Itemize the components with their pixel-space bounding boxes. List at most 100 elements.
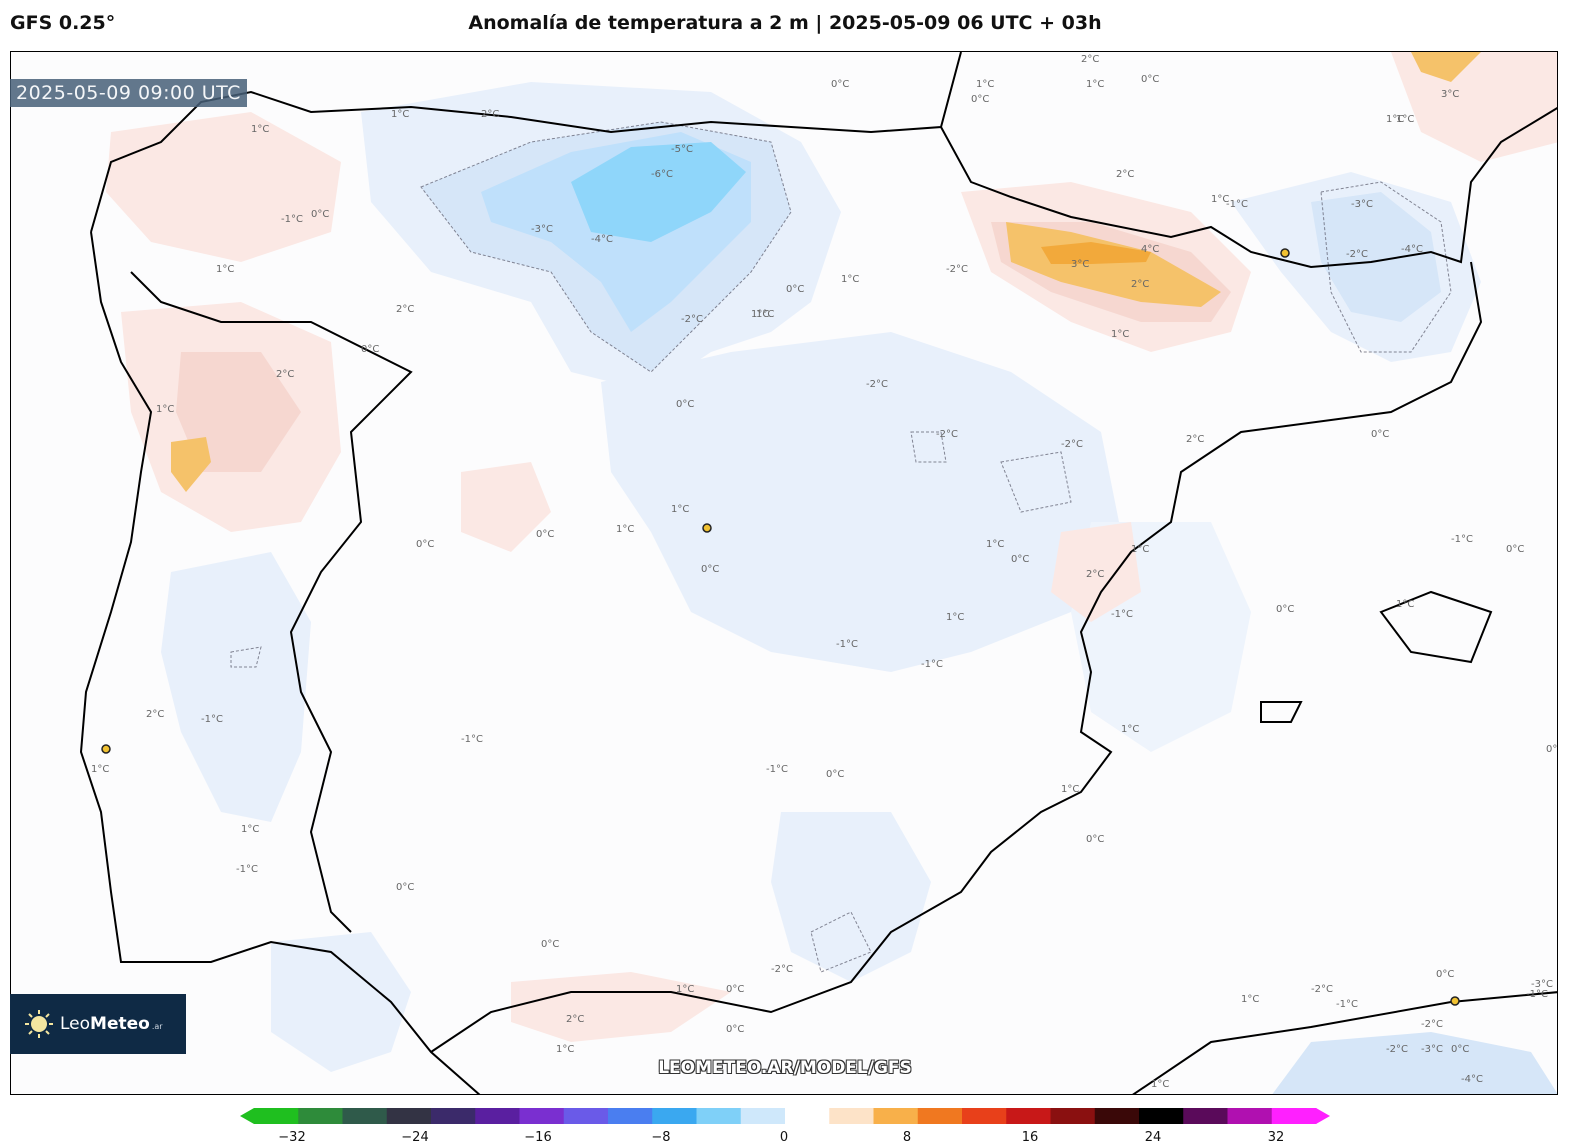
contour-label: -1°C bbox=[1451, 534, 1473, 545]
warm-area-andalucia bbox=[511, 972, 731, 1042]
contour-label: 1°C bbox=[1111, 329, 1129, 340]
contour-label: 2°C bbox=[1086, 569, 1104, 580]
colorbar-cell bbox=[1139, 1108, 1184, 1124]
colorbar-cell bbox=[873, 1108, 919, 1124]
contour-label: 0°C bbox=[1436, 969, 1454, 980]
contour-label: 1°C bbox=[756, 309, 774, 320]
colorbar-tick-label: 24 bbox=[1144, 1130, 1162, 1145]
contour-label: 1°C bbox=[946, 612, 964, 623]
contour-label: -1°C bbox=[1526, 989, 1548, 1000]
contour-label: -4°C bbox=[591, 234, 613, 245]
contour-label: 0°C bbox=[536, 529, 554, 540]
contour-label: 1°C bbox=[976, 79, 994, 90]
anomaly-map: 0°C 1°C 1°C 0°C1°C 2°C1°C2°C3°C1°C0°C1°C-1°C… bbox=[79, 52, 1558, 1094]
contour-minus-2-north bbox=[420, 121, 792, 373]
warm-area-france-hot bbox=[1411, 52, 1481, 82]
contour-label: 0°C bbox=[1086, 834, 1104, 845]
colorbar-cell bbox=[475, 1108, 520, 1124]
colorbar-tick-label: −16 bbox=[524, 1130, 552, 1145]
warm-area-center bbox=[461, 462, 551, 552]
contour-label: 0°C bbox=[1506, 544, 1524, 555]
warm-area-galicia bbox=[106, 112, 341, 262]
colorbar-cell bbox=[563, 1108, 609, 1124]
contour-label: -3°C bbox=[531, 224, 553, 235]
contour-label: -2°C bbox=[681, 314, 703, 325]
contour-label: -2°C bbox=[1421, 1019, 1443, 1030]
cold-area-southwest bbox=[271, 932, 411, 1072]
contour-label: 0°C bbox=[826, 769, 844, 780]
contour-label: 1°C bbox=[1151, 1079, 1169, 1090]
contour-label: 1°C bbox=[391, 109, 409, 120]
contour-label: -4°C bbox=[1461, 1074, 1483, 1085]
contour-label: 0°C bbox=[701, 564, 719, 575]
contour-label: -1°C bbox=[766, 764, 788, 775]
contour-label: 0°C bbox=[541, 939, 559, 950]
cold-area-center bbox=[601, 332, 1121, 672]
contour-label: 1°C bbox=[986, 539, 1004, 550]
contour-label: -2°C bbox=[1386, 1044, 1408, 1055]
contour-label: 2°C bbox=[1131, 279, 1149, 290]
colorbar-cell bbox=[1183, 1108, 1228, 1124]
contour-label: 1°C bbox=[1121, 724, 1139, 735]
contour-label: -1°C bbox=[1226, 199, 1248, 210]
contour-label: -1°C bbox=[836, 639, 858, 650]
contour-label: 0°C bbox=[1546, 744, 1558, 755]
colorbar-cell bbox=[917, 1108, 963, 1124]
colorbar-cell bbox=[1094, 1108, 1140, 1124]
colorbar-cell bbox=[696, 1108, 742, 1124]
coast-ibiza bbox=[1260, 701, 1303, 723]
contour-label: -3°C bbox=[1351, 199, 1373, 210]
contour-minus-2-center bbox=[1000, 451, 1072, 513]
colorbar-cell bbox=[1227, 1108, 1273, 1124]
colorbar-tick-label: 8 bbox=[902, 1130, 912, 1145]
contour-label: 0°C bbox=[971, 94, 989, 105]
contour-labels: 0°C 1°C 1°C 0°C1°C 2°C1°C2°C3°C1°C0°C1°C-1°C… bbox=[91, 54, 1558, 1090]
colorbar-cell bbox=[608, 1108, 653, 1124]
contour-label: 2°C bbox=[396, 304, 414, 315]
colorbar-cell bbox=[652, 1108, 697, 1124]
coast-north bbox=[90, 52, 962, 233]
sun-icon bbox=[25, 1010, 53, 1038]
contour-label: 0°C bbox=[416, 539, 434, 550]
contour-label: 0°C bbox=[396, 882, 414, 893]
contour-label: 1°C bbox=[1241, 994, 1259, 1005]
contour-label: 1°C bbox=[1086, 79, 1104, 90]
colorbar-cell bbox=[1006, 1108, 1051, 1124]
warm-area-pyrenees-hot bbox=[1006, 222, 1221, 307]
contour-label: 1°C bbox=[251, 124, 269, 135]
contour-label: 2°C bbox=[1081, 54, 1099, 65]
contour-label: 0°C bbox=[311, 209, 329, 220]
contour-label: 1°C bbox=[616, 524, 634, 535]
colorbar-tick-label: 0 bbox=[779, 1130, 789, 1145]
coast-mallorca bbox=[1379, 590, 1493, 664]
colorbar-tick-label: −24 bbox=[401, 1130, 429, 1145]
contour-label: -1°C bbox=[201, 714, 223, 725]
cold-area-ebro-core bbox=[1311, 192, 1441, 322]
colorbar-cell bbox=[1271, 1108, 1317, 1124]
contour-label: -3°C bbox=[1421, 1044, 1443, 1055]
city-lisbon bbox=[101, 744, 111, 754]
contour-label: 1°C bbox=[1396, 114, 1414, 125]
contour-label: 1°C bbox=[676, 984, 694, 995]
city-markers bbox=[101, 248, 1460, 1006]
contour-label: -1°C bbox=[1111, 609, 1133, 620]
contour-label: -2°C bbox=[946, 264, 968, 275]
cold-area-portugal bbox=[161, 552, 311, 822]
contour-label: -1°C bbox=[236, 864, 258, 875]
contour-label: 1°C bbox=[671, 504, 689, 515]
contour-minus-2-ebro bbox=[1320, 181, 1452, 353]
contour-label: 1°C bbox=[156, 404, 174, 415]
colorbar-cell bbox=[431, 1108, 476, 1124]
contour-label: -2°C bbox=[1346, 249, 1368, 260]
contour-label: 1°C bbox=[1386, 114, 1404, 125]
warm-area-pyrenees-max bbox=[1041, 242, 1151, 264]
contour-label: -4°C bbox=[1401, 244, 1423, 255]
negative-contours bbox=[230, 121, 1452, 973]
contour-label: -1°C bbox=[461, 734, 483, 745]
contour-label: 0°C bbox=[676, 399, 694, 410]
colorbar-cell bbox=[386, 1108, 432, 1124]
contour-label: 0°C bbox=[726, 984, 744, 995]
colorbar-cell bbox=[519, 1108, 565, 1124]
watermark: LEOMETEO.AR/MODEL/GFS bbox=[658, 1058, 912, 1078]
cold-area-north-max bbox=[571, 142, 746, 242]
